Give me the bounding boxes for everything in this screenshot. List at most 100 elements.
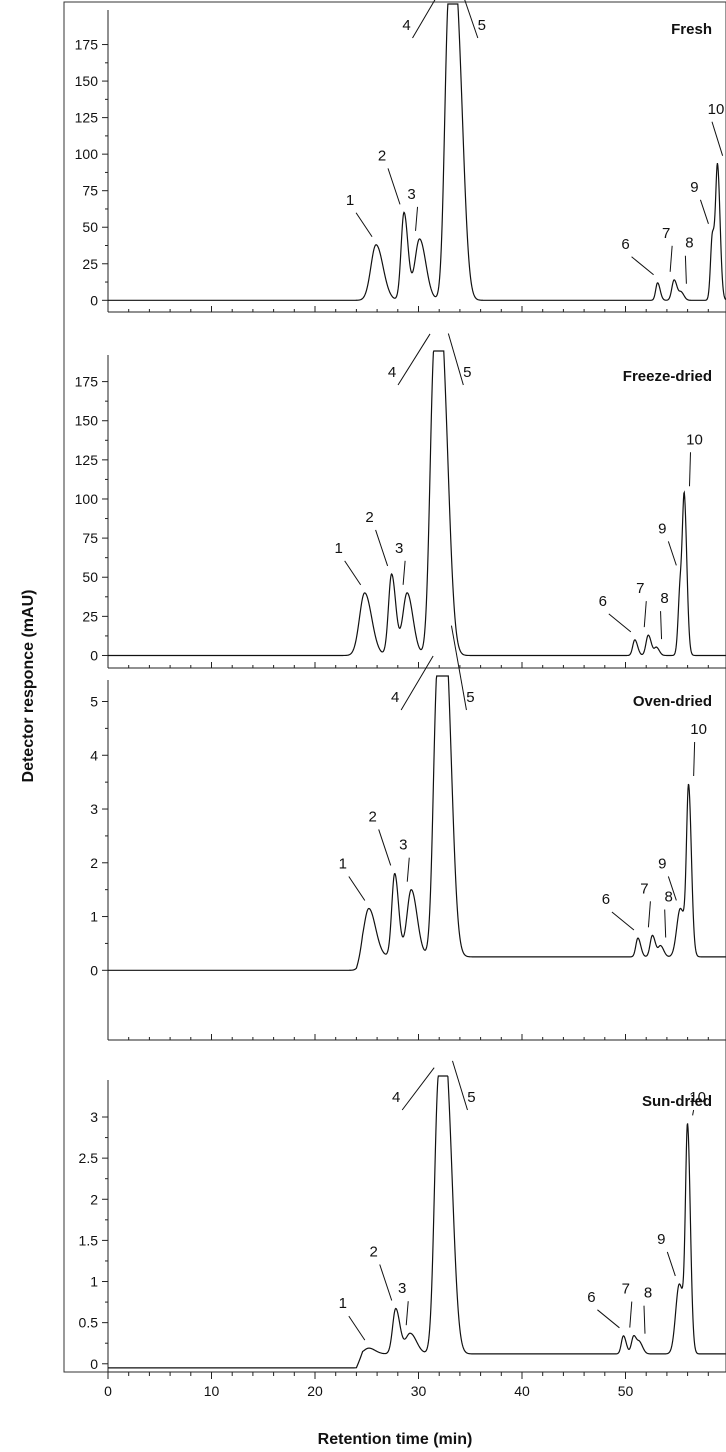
y-tick-label: 125 xyxy=(75,110,99,126)
y-tick-label: 0 xyxy=(90,1356,98,1372)
chromatogram-trace xyxy=(108,675,726,971)
peak-leader-line xyxy=(711,121,724,156)
y-tick-label: 5 xyxy=(90,694,98,710)
peak-label: 2 xyxy=(365,509,373,526)
figure-frame xyxy=(63,1,726,1373)
peak-leader-line xyxy=(692,1109,695,1116)
peak-label: 10 xyxy=(708,101,725,118)
peak-leader-line xyxy=(667,876,677,901)
y-tick-label: 100 xyxy=(75,146,99,162)
panel-oven-dried: 0 1 2 3 4 5 Oven-dried 1 2 3 4 5 6 7 8 9 10 xyxy=(90,625,726,1041)
peak-leader-line xyxy=(397,333,431,386)
peak-leader-line xyxy=(660,611,663,640)
y-tick-label: 3 xyxy=(90,1109,98,1125)
peak-leader-line xyxy=(664,909,667,938)
peak-leader-line xyxy=(693,742,696,777)
y-tick-label: 75 xyxy=(82,530,98,546)
peak-label: 9 xyxy=(657,1231,665,1248)
peak-label: 5 xyxy=(467,1089,475,1106)
peak-leader-line xyxy=(667,541,677,566)
x-tick-label: 20 xyxy=(307,1383,323,1399)
chromatogram-trace xyxy=(108,1075,726,1369)
peak-label: 1 xyxy=(339,855,347,872)
peak-leader-line xyxy=(400,655,434,711)
y-tick-label: 4 xyxy=(90,747,98,763)
peak-leader-line xyxy=(405,1301,409,1326)
peak-label: 8 xyxy=(665,889,673,906)
peak-leader-line xyxy=(643,601,647,628)
peak-label: 6 xyxy=(602,891,610,908)
peak-leader-line xyxy=(348,1315,366,1341)
x-tick-label: 0 xyxy=(104,1383,112,1399)
peak-leader-line xyxy=(669,245,673,272)
y-axis-title: Detector responce (mAU) xyxy=(20,590,37,783)
peak-leader-line xyxy=(375,529,389,567)
peak-leader-line xyxy=(401,1067,435,1111)
peak-leader-line xyxy=(666,1251,676,1277)
y-tick-label: 0 xyxy=(90,647,98,663)
y-tick-label: 2.5 xyxy=(79,1150,99,1166)
y-tick-label: 25 xyxy=(82,608,98,624)
peak-label: 7 xyxy=(636,580,644,597)
peak-label: 7 xyxy=(640,880,648,897)
peak-leader-line xyxy=(611,911,635,931)
peak-label: 5 xyxy=(466,689,474,706)
peak-leader-line xyxy=(348,876,366,901)
peak-label: 6 xyxy=(587,1289,595,1306)
x-tick-label: 50 xyxy=(618,1383,634,1399)
peak-leader-line xyxy=(387,168,401,205)
peak-leader-line xyxy=(688,452,691,487)
peak-leader-line xyxy=(684,255,687,284)
peak-label: 8 xyxy=(685,235,693,252)
y-tick-label: 1 xyxy=(90,909,98,925)
y-tick-label: 175 xyxy=(75,374,99,390)
panel-sun-dried: 0 0.5 1 1.5 2 2.5 3 Sun-dried 1 2 3 4 5 6 7 8 9 10 xyxy=(79,1060,726,1372)
peak-label: 10 xyxy=(689,1089,706,1106)
peak-label: 5 xyxy=(478,17,486,34)
y-tick-label: 1.5 xyxy=(79,1232,99,1248)
panel-title: Fresh xyxy=(671,21,712,38)
peak-label: 3 xyxy=(407,186,415,203)
peak-leader-line xyxy=(412,0,436,39)
peak-label: 6 xyxy=(599,593,607,610)
peak-label: 2 xyxy=(378,147,386,164)
y-tick-label: 3 xyxy=(90,801,98,817)
peak-leader-line xyxy=(355,212,373,238)
peak-label: 10 xyxy=(690,721,707,738)
y-tick-label: 75 xyxy=(82,183,98,199)
peak-leader-line xyxy=(631,256,654,276)
panel-title: Sun-dried xyxy=(642,1093,712,1110)
y-tick-label: 1 xyxy=(90,1274,98,1290)
peak-label: 4 xyxy=(402,17,410,34)
y-tick-label: 100 xyxy=(75,491,99,507)
peak-label: 7 xyxy=(622,1281,630,1298)
peak-label: 10 xyxy=(686,431,703,448)
y-tick-label: 0.5 xyxy=(79,1315,99,1331)
panel-title: Oven-dried xyxy=(633,693,712,710)
x-tick-label: 30 xyxy=(411,1383,427,1399)
peak-label: 9 xyxy=(658,520,666,537)
peak-leader-line xyxy=(379,1264,393,1301)
peak-leader-line xyxy=(344,560,362,586)
peak-label: 1 xyxy=(346,192,354,209)
y-tick-label: 2 xyxy=(90,1191,98,1207)
peak-label: 9 xyxy=(690,179,698,196)
x-tick-label: 40 xyxy=(514,1383,530,1399)
peak-label: 1 xyxy=(339,1295,347,1312)
x-axis: 0 10 20 30 40 50 xyxy=(104,1371,726,1399)
peak-leader-line xyxy=(464,0,479,39)
peak-label: 2 xyxy=(370,1244,378,1261)
peak-label: 1 xyxy=(335,540,343,557)
peak-leader-line xyxy=(450,625,467,711)
peak-label: 4 xyxy=(388,364,396,381)
y-tick-label: 0 xyxy=(90,292,98,308)
peak-leader-line xyxy=(415,206,419,231)
peak-label: 7 xyxy=(662,225,670,242)
peak-label: 3 xyxy=(398,1280,406,1297)
peak-leader-line xyxy=(699,199,709,224)
peak-leader-line xyxy=(643,1305,646,1334)
y-tick-label: 150 xyxy=(75,413,99,429)
y-tick-label: 125 xyxy=(75,452,99,468)
y-tick-label: 50 xyxy=(82,569,98,585)
